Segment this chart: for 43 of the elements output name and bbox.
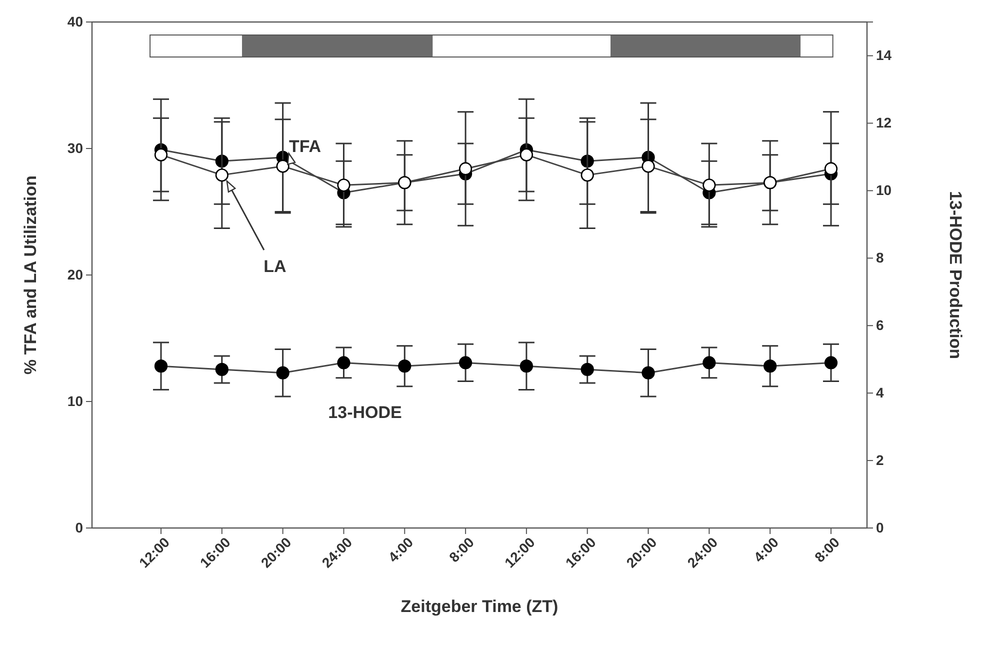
y2-tick-label: 2 [876, 452, 884, 468]
point [215, 362, 228, 376]
point [154, 148, 168, 162]
y-axis-title: % TFA and LA Utilization [21, 176, 40, 374]
point [824, 356, 838, 370]
point [580, 168, 594, 182]
y2-tick-label: 14 [876, 47, 892, 64]
point [702, 356, 716, 370]
point [215, 168, 228, 182]
y2-tick-label: 0 [876, 519, 884, 536]
point [520, 148, 534, 162]
x-axis-title: Zeitgeber Time (ZT) [400, 597, 558, 616]
x-tick-label: 4:00 [384, 534, 416, 566]
x-tick-label: 4:00 [750, 534, 782, 566]
text: LA [264, 257, 286, 276]
y2-tick-label: 8 [876, 250, 884, 266]
point [520, 360, 534, 373]
y-tick-label: 0 [75, 519, 84, 536]
series-label: 13-HODE [328, 403, 402, 422]
point [702, 178, 716, 192]
point [398, 360, 412, 373]
y2-tick-label: 12 [876, 114, 892, 131]
point [458, 162, 472, 176]
y-tick-label: 10 [67, 392, 84, 409]
point [824, 162, 838, 176]
y2-tick-label: 10 [876, 182, 892, 198]
point [642, 366, 655, 380]
point [580, 362, 594, 376]
point [764, 360, 777, 373]
series-label: TFA [288, 137, 322, 156]
point [337, 356, 350, 370]
y2-tick-label: 6 [876, 317, 884, 334]
y2-tick-label: 4 [876, 384, 884, 401]
point [154, 360, 168, 373]
point [458, 356, 472, 370]
y2-axis-title: 13-HODE Production [946, 190, 965, 360]
y-tick-label: 20 [67, 266, 84, 282]
y-tick-label: 40 [67, 13, 84, 30]
point [642, 160, 655, 173]
point [276, 160, 290, 173]
y-tick-label: 30 [67, 140, 84, 156]
point [337, 178, 350, 192]
point [276, 366, 290, 380]
